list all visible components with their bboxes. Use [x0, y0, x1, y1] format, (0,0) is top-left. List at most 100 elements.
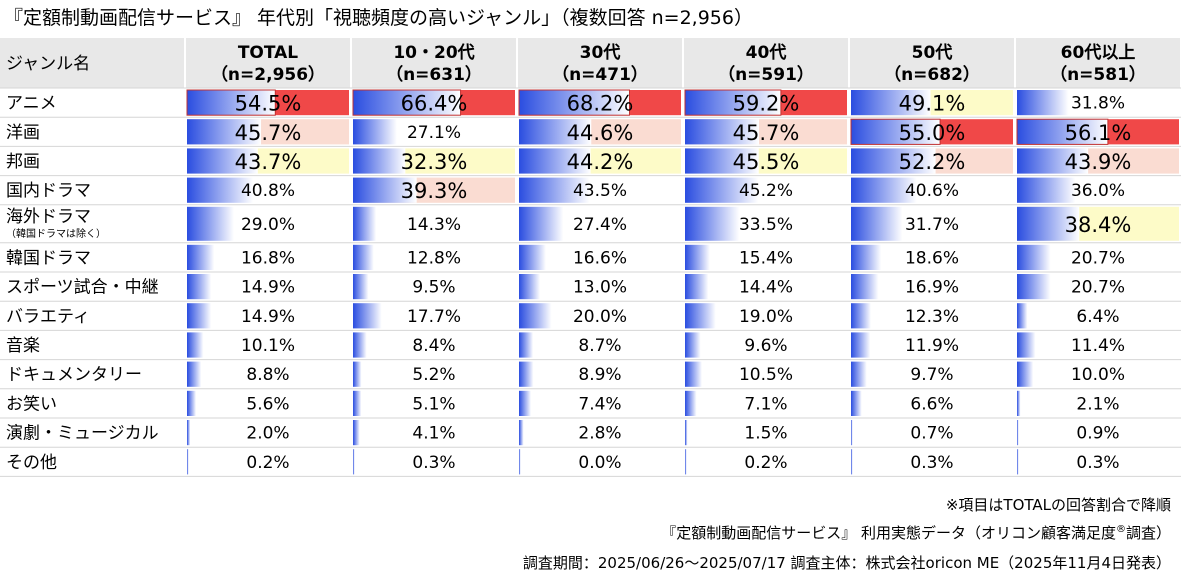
table-row: その他 0.2% 0.3% 0.0% 0.2% 0.3% 0.3%: [6, 449, 1120, 475]
row-label: お笑い: [6, 394, 57, 414]
value-bar: [519, 332, 534, 358]
row-label: その他: [6, 453, 57, 473]
value-label: 2.8%: [578, 424, 621, 444]
value-bar: [519, 148, 591, 174]
value-label: 15.4%: [739, 248, 793, 268]
value-label: 7.1%: [744, 394, 787, 414]
row-separators: [0, 87, 1181, 477]
value-label: 14.9%: [241, 307, 295, 327]
value-label: 8.7%: [578, 336, 621, 356]
rank1-outline: [352, 89, 462, 116]
value-bar: [851, 119, 941, 145]
value-bar: [353, 119, 397, 145]
value-bar: [1017, 390, 1021, 416]
ranking-table: ジャンル名 TOTAL （n=2,956） 10・20代 （n=631） 30代 （n=47…: [0, 38, 1181, 498]
value-bar: [685, 119, 760, 145]
value-bar: [851, 390, 862, 416]
value-label: 13.0%: [573, 278, 627, 298]
column-header-n: （n=591）: [718, 64, 814, 85]
row-label: 演劇・ミュージカル: [6, 424, 159, 444]
value-bar: [187, 303, 212, 329]
value-label: 20.0%: [573, 307, 627, 327]
value-bar: [353, 390, 362, 416]
value-bar: [851, 303, 871, 329]
value-bar: [187, 244, 215, 270]
value-label: 14.9%: [241, 278, 295, 298]
table-row: 音楽 10.1% 8.4% 8.7% 9.6% 11.9% 11.4%: [6, 332, 1125, 358]
value-bar: [187, 206, 234, 241]
value-label: 5.2%: [412, 365, 455, 385]
value-label: 45.7%: [235, 121, 302, 145]
value-label: 0.3%: [910, 453, 953, 473]
value-label: 45.2%: [739, 181, 793, 201]
rank1-outline: [850, 118, 941, 145]
column-header-name: 40代: [746, 42, 787, 63]
value-bar: [519, 274, 541, 300]
value-label: 6.4%: [1076, 307, 1119, 327]
value-bar: [187, 361, 202, 387]
row-label: 国内ドラマ: [6, 181, 91, 201]
value-label: 44.2%: [567, 150, 634, 174]
header-background: [0, 38, 1181, 88]
row-label: 音楽: [6, 336, 40, 356]
column-header-name: 60代以上: [1061, 42, 1136, 63]
value-label: 19.0%: [739, 307, 793, 327]
value-bar: [519, 206, 564, 241]
value-label: 11.4%: [1071, 336, 1125, 356]
value-bar: [1017, 303, 1028, 329]
row-label: 韓国ドラマ: [6, 248, 91, 268]
value-label: 5.1%: [412, 394, 455, 414]
value-bar: [187, 274, 212, 300]
table-row: アニメ 54.5% 66.4% 68.2% 59.2% 49.1% 31.8%: [6, 89, 1125, 116]
value-bar: [851, 244, 882, 270]
value-bar: [353, 244, 374, 270]
rank1-outline: [518, 89, 630, 116]
source-main: 『定額制動画配信サービス』 利用実態データ（オリコン顧客満足度: [661, 524, 1116, 542]
value-label: 4.1%: [412, 424, 455, 444]
survey-period: 調査期間：2025/06/26～2025/07/17 調査主体：株式会社oric…: [522, 554, 1171, 572]
value-label: 45.5%: [733, 150, 800, 174]
value-label: 31.7%: [905, 215, 959, 235]
value-bar: [685, 420, 688, 446]
value-label: 6.6%: [910, 394, 953, 414]
value-label: 0.2%: [246, 453, 289, 473]
table-row: 海外ドラマ（韓国ドラマは除く） 29.0% 14.3% 27.4% 33.5% 31.7%…: [6, 206, 1179, 241]
value-bar: [685, 244, 710, 270]
column-header-n: （n=471）: [552, 64, 648, 85]
source-line: 『定額制動画配信サービス』 利用実態データ（オリコン顧客満足度®調査）: [661, 522, 1171, 543]
value-label: 54.5%: [235, 92, 302, 116]
value-label: 40.6%: [905, 181, 959, 201]
value-label: 1.5%: [744, 424, 787, 444]
value-bar: [353, 449, 355, 475]
value-bar: [519, 390, 531, 416]
column-header-n: （n=2,956）: [211, 64, 325, 85]
value-bar: [1017, 148, 1089, 174]
value-label: 0.7%: [910, 424, 953, 444]
value-bar: [187, 390, 197, 416]
value-bar: [1017, 274, 1051, 300]
value-label: 8.4%: [412, 336, 455, 356]
value-bar: [1017, 332, 1036, 358]
value-bar: [353, 361, 362, 387]
value-label: 27.4%: [573, 215, 627, 235]
value-bar: [1017, 449, 1019, 475]
value-label: 29.0%: [241, 215, 295, 235]
row-label: スポーツ試合・中継: [6, 278, 159, 298]
value-bar: [187, 332, 204, 358]
value-label: 16.6%: [573, 248, 627, 268]
value-label: 0.3%: [412, 453, 455, 473]
value-bar: [519, 303, 552, 329]
rank1-outline: [684, 89, 782, 116]
value-bar: [685, 148, 759, 174]
value-label: 10.5%: [739, 365, 793, 385]
column-header-name: 10・20代: [393, 42, 474, 63]
ranking-table-svg: ジャンル名 TOTAL（n=2,956） 10・20代（n=631） 30代（n=47…: [0, 38, 1181, 477]
value-bar: [353, 148, 406, 174]
value-bar: [1017, 206, 1080, 241]
value-label: 14.4%: [739, 278, 793, 298]
value-label: 49.1%: [899, 92, 966, 116]
column-header-n: （n=631）: [386, 64, 482, 85]
grid-lines: [184, 38, 1181, 477]
value-bar: [519, 361, 534, 387]
table-row: スポーツ試合・中継 14.9% 9.5% 13.0% 14.4% 16.9% 20.7%: [6, 274, 1125, 300]
